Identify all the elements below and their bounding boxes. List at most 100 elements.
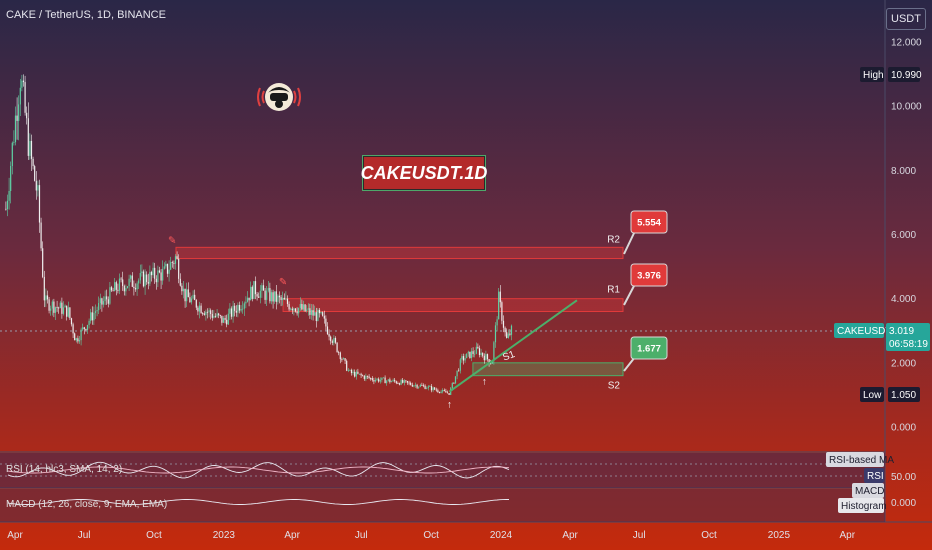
candle-body[interactable]	[197, 307, 199, 312]
candle-body[interactable]	[291, 308, 293, 311]
candle-body[interactable]	[434, 387, 436, 390]
candle-body[interactable]	[45, 295, 47, 301]
candle-body[interactable]	[325, 318, 327, 327]
candle-body[interactable]	[22, 80, 25, 83]
candle-body[interactable]	[262, 285, 265, 291]
candle-body[interactable]	[406, 381, 409, 383]
candle-body[interactable]	[99, 298, 101, 304]
candle-body[interactable]	[205, 311, 207, 315]
candle-body[interactable]	[168, 269, 170, 274]
candle-body[interactable]	[368, 376, 370, 379]
candle-body[interactable]	[310, 310, 313, 315]
candle-body[interactable]	[298, 308, 300, 314]
candle-body[interactable]	[237, 304, 239, 313]
candle-body[interactable]	[381, 377, 383, 381]
candle-body[interactable]	[349, 369, 351, 371]
candle-body[interactable]	[30, 140, 33, 159]
candle-body[interactable]	[118, 278, 121, 291]
candle-body[interactable]	[149, 271, 151, 284]
candle-body[interactable]	[174, 256, 177, 264]
candle-body[interactable]	[232, 305, 234, 317]
candle-body[interactable]	[142, 271, 145, 287]
candle-body[interactable]	[115, 282, 117, 290]
candle-body[interactable]	[346, 360, 348, 371]
candle-body[interactable]	[390, 381, 393, 383]
candle-body[interactable]	[163, 266, 165, 269]
candle-body[interactable]	[29, 140, 31, 156]
candle-body[interactable]	[470, 351, 473, 359]
candle-body[interactable]	[398, 383, 401, 385]
candle-body[interactable]	[98, 303, 100, 311]
candle-body[interactable]	[328, 334, 330, 337]
candle-body[interactable]	[13, 142, 15, 143]
candle-body[interactable]	[61, 302, 63, 314]
candle-body[interactable]	[317, 309, 319, 321]
candle-body[interactable]	[171, 262, 173, 263]
candle-body[interactable]	[146, 274, 148, 283]
candle-body[interactable]	[187, 289, 189, 298]
candle-body[interactable]	[62, 307, 65, 314]
candle-body[interactable]	[179, 278, 181, 286]
candle-body[interactable]	[112, 290, 114, 292]
candle-body[interactable]	[352, 371, 354, 374]
candle-body[interactable]	[109, 287, 111, 304]
candle-body[interactable]	[347, 370, 349, 372]
candle-body[interactable]	[86, 324, 89, 331]
candle-body[interactable]	[270, 292, 273, 302]
candle-body[interactable]	[299, 304, 301, 309]
candle-body[interactable]	[330, 336, 332, 342]
candle-body[interactable]	[182, 288, 185, 292]
candle-body[interactable]	[90, 312, 92, 321]
candle-body[interactable]	[218, 313, 220, 316]
candle-body[interactable]	[504, 327, 506, 333]
candle-body[interactable]	[411, 384, 413, 387]
candle-body[interactable]	[453, 382, 455, 384]
candle-body[interactable]	[458, 370, 460, 372]
candle-body[interactable]	[277, 295, 279, 302]
candle-body[interactable]	[275, 291, 277, 302]
candle-body[interactable]	[24, 82, 26, 113]
candle-body[interactable]	[416, 384, 418, 388]
candle-body[interactable]	[266, 290, 268, 300]
candle-body[interactable]	[107, 299, 109, 304]
candle-body[interactable]	[21, 80, 23, 88]
candle-body[interactable]	[224, 318, 226, 320]
candle-body[interactable]	[302, 304, 305, 310]
candle-body[interactable]	[206, 311, 209, 313]
candle-body[interactable]	[6, 200, 9, 210]
s2-callout[interactable]	[630, 336, 668, 360]
candle-body[interactable]	[35, 180, 37, 191]
candle-body[interactable]	[395, 381, 397, 384]
candle-body[interactable]	[102, 301, 105, 305]
candle-body[interactable]	[437, 390, 439, 393]
candle-body[interactable]	[480, 352, 482, 355]
candle-body[interactable]	[466, 353, 468, 359]
candle-body[interactable]	[443, 390, 445, 391]
candle-body[interactable]	[501, 302, 503, 321]
candle-body[interactable]	[128, 278, 130, 287]
macd-legend[interactable]: MACD (12, 26, close, 9, EMA, EMA)	[6, 499, 168, 510]
candle-body[interactable]	[499, 291, 501, 303]
candle-body[interactable]	[147, 282, 149, 284]
candle-body[interactable]	[478, 348, 481, 355]
candle-body[interactable]	[173, 262, 175, 264]
candle-body[interactable]	[40, 222, 42, 249]
candle-body[interactable]	[414, 384, 417, 386]
candle-body[interactable]	[50, 308, 52, 311]
candle-body[interactable]	[488, 359, 490, 364]
candle-body[interactable]	[418, 386, 420, 388]
candle-body[interactable]	[282, 297, 284, 301]
candle-body[interactable]	[253, 281, 255, 299]
candle-body[interactable]	[250, 286, 252, 301]
candle-body[interactable]	[248, 297, 250, 301]
candle-body[interactable]	[323, 315, 325, 319]
candle-body[interactable]	[54, 307, 57, 313]
candle-body[interactable]	[195, 300, 197, 308]
candle-body[interactable]	[19, 87, 21, 105]
candle-body[interactable]	[70, 318, 73, 325]
candle-body[interactable]	[120, 278, 122, 280]
candle-body[interactable]	[226, 319, 228, 325]
candle-body[interactable]	[373, 380, 375, 382]
candle-body[interactable]	[422, 385, 425, 387]
candle-body[interactable]	[77, 338, 79, 342]
